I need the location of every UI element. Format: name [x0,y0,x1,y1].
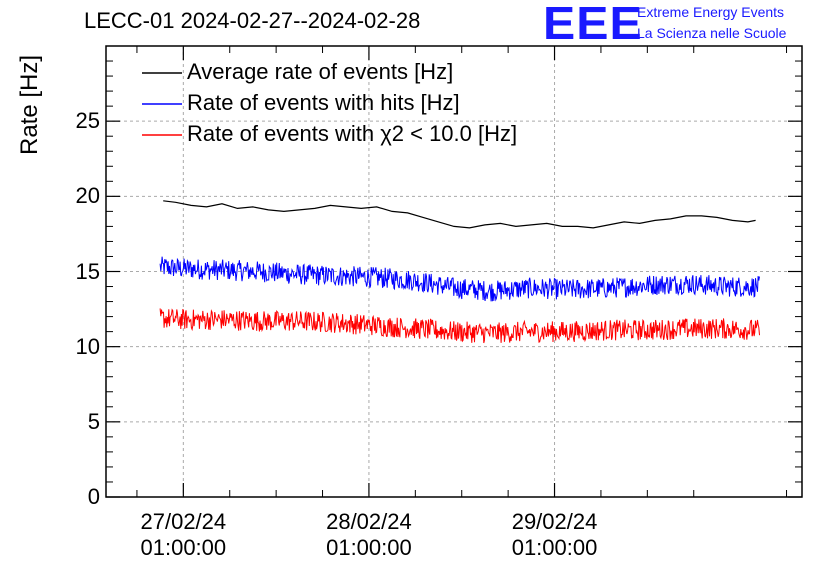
x-tick-label: 29/02/24 01:00:00 [495,509,615,561]
x-tick-date: 27/02/24 [140,509,227,534]
eee-logo: EEE [543,0,643,49]
y-tick-label: 25 [75,108,100,134]
series-line-1 [163,200,756,229]
y-tick-label: 15 [75,258,100,284]
y-axis-label: Rate [Hz] [16,54,43,156]
x-tick-date: 28/02/24 [326,509,412,534]
logo-line-2: La Scienza nelle Scuole [637,25,787,41]
logo-line-1: Extreme Energy Events [637,4,785,20]
x-tick-time: 01:00:00 [140,535,227,560]
y-tick-label: 0 [87,484,100,509]
x-tick-date: 29/02/24 [511,509,598,534]
x-tick-label: 28/02/24 01:00:00 [309,509,429,561]
x-tick-label: 27/02/24 01:00:00 [123,509,243,561]
legend-label-1: Average rate of events [Hz] [187,59,454,84]
y-tick-label: 5 [87,408,100,434]
chart-title: LECC-01 2024-02-27--2024-02-28 [84,8,421,33]
y-tick-label: 10 [75,333,100,359]
legend-label-2: Rate of events with hits [Hz] [187,90,460,115]
legend-label-3: Rate of events with χ2 < 10.0 [Hz] [187,121,518,146]
x-tick-time: 01:00:00 [511,535,598,560]
series-line-3 [159,308,760,344]
y-tick-label: 20 [75,183,100,209]
x-tick-time: 01:00:00 [326,535,412,560]
series-line-2 [159,256,760,302]
